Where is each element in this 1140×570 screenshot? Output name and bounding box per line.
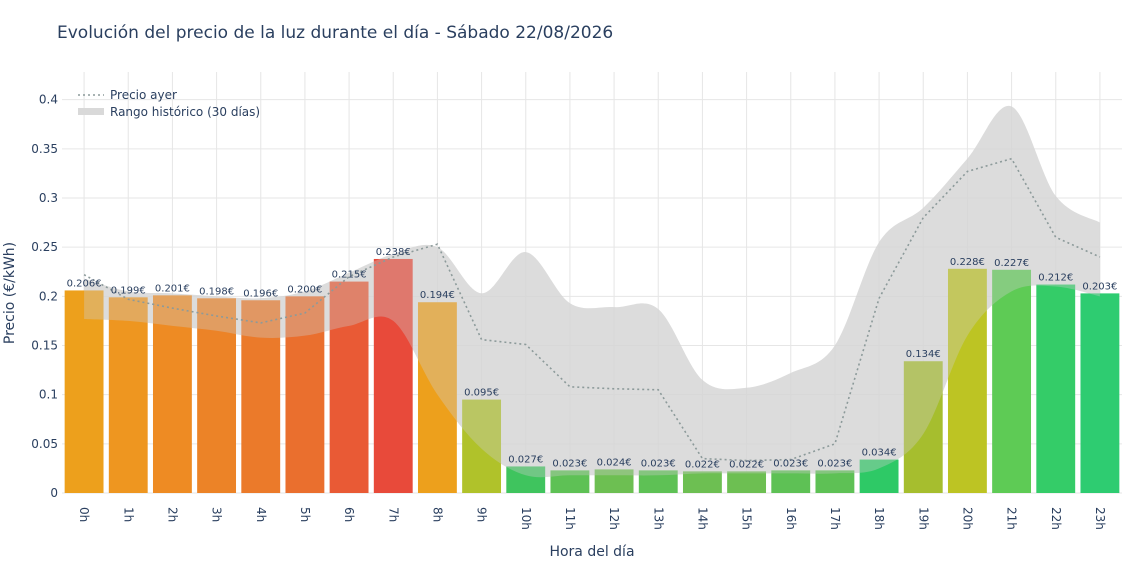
legend-line-label: Precio ayer <box>110 88 177 102</box>
x-tick-label: 19h <box>916 507 930 530</box>
price-bar[interactable] <box>682 471 722 493</box>
x-tick-label: 1h <box>121 507 135 522</box>
y-tick-label: 0.05 <box>31 437 58 451</box>
bar-value-label: 0.023€ <box>817 458 852 469</box>
x-tick-label: 20h <box>960 507 974 530</box>
bar-value-label: 0.134€ <box>906 349 941 360</box>
x-axis-ticks: 0h 1h 2h 3h 4h 5h 6h 7h 8h 9h 10h 11h 12h 13h 14h 15h 16… <box>77 507 1107 530</box>
bar-value-label: 0.200€ <box>287 284 322 295</box>
price-bar[interactable] <box>417 302 457 493</box>
price-bar[interactable] <box>64 290 104 493</box>
x-tick-label: 5h <box>298 507 312 522</box>
legend-band-label: Rango histórico (30 días) <box>110 105 260 119</box>
x-tick-label: 21h <box>1005 507 1019 530</box>
price-bar[interactable] <box>1080 293 1120 493</box>
y-tick-label: 0.15 <box>31 339 58 353</box>
bar-value-label: 0.228€ <box>950 257 985 268</box>
price-bar[interactable] <box>859 459 899 493</box>
bar-value-label: 0.212€ <box>1038 273 1073 284</box>
x-tick-label: 4h <box>254 507 268 522</box>
x-tick-label: 6h <box>342 507 356 522</box>
x-axis-title: Hora del día <box>549 544 634 560</box>
y-axis-ticks: 0 0.05 0.1 0.15 0.2 0.25 0.3 0.35 0.4 <box>31 93 58 500</box>
y-tick-label: 0 <box>50 486 58 500</box>
price-bar[interactable] <box>462 399 502 493</box>
price-bar[interactable] <box>992 269 1032 493</box>
legend-band-swatch <box>78 108 104 115</box>
bar-value-label: 0.034€ <box>862 448 897 459</box>
price-bar[interactable] <box>550 470 590 493</box>
price-bar[interactable] <box>373 258 413 493</box>
bar-value-label: 0.023€ <box>552 458 587 469</box>
price-bar[interactable] <box>727 471 767 493</box>
x-tick-label: 0h <box>77 507 91 522</box>
x-tick-label: 17h <box>828 507 842 530</box>
x-tick-label: 3h <box>210 507 224 522</box>
x-tick-label: 11h <box>563 507 577 530</box>
bar-value-label: 0.095€ <box>464 388 499 399</box>
bar-value-label: 0.023€ <box>773 458 808 469</box>
x-tick-label: 9h <box>475 507 489 522</box>
x-tick-label: 12h <box>607 507 621 530</box>
bar-value-label: 0.023€ <box>641 458 676 469</box>
bar-value-label: 0.206€ <box>67 278 102 289</box>
y-tick-label: 0.1 <box>39 388 58 402</box>
x-tick-label: 22h <box>1049 507 1063 530</box>
y-tick-label: 0.3 <box>39 191 58 205</box>
x-tick-label: 18h <box>872 507 886 530</box>
price-bar[interactable] <box>903 361 943 493</box>
price-bar[interactable] <box>594 469 634 493</box>
chart-title: Evolución del precio de la luz durante e… <box>57 23 613 43</box>
price-bar[interactable] <box>152 295 192 493</box>
bar-value-label: 0.194€ <box>420 290 455 301</box>
bar-value-label: 0.238€ <box>376 247 411 258</box>
price-bar[interactable] <box>947 268 987 493</box>
y-axis-title: Precio (€/kWh) <box>2 242 18 344</box>
price-bar[interactable] <box>638 470 678 493</box>
x-tick-label: 15h <box>740 507 754 530</box>
price-bar[interactable] <box>241 300 281 493</box>
historical-range-band <box>84 105 1100 478</box>
price-bar[interactable] <box>506 466 546 493</box>
bar-value-label: 0.215€ <box>332 270 367 281</box>
bar-value-label: 0.027€ <box>508 454 543 465</box>
price-bar[interactable] <box>285 296 325 493</box>
historical-range-overlay <box>84 105 1100 478</box>
bar-value-label: 0.227€ <box>994 258 1029 269</box>
price-bar[interactable] <box>197 298 237 493</box>
bar-value-label: 0.199€ <box>111 285 146 296</box>
y-tick-label: 0.35 <box>31 142 58 156</box>
historical-range-layer <box>84 105 1100 478</box>
x-tick-label: 13h <box>651 507 665 530</box>
bars-layer <box>64 258 1120 493</box>
y-tick-label: 0.4 <box>39 93 58 107</box>
bar-value-label: 0.198€ <box>199 286 234 297</box>
x-tick-label: 8h <box>430 507 444 522</box>
legend: Precio ayer Rango histórico (30 días) <box>78 88 260 119</box>
x-tick-label: 10h <box>519 507 533 530</box>
y-tick-label: 0.25 <box>31 240 58 254</box>
x-tick-label: 2h <box>165 507 179 522</box>
price-bar[interactable] <box>815 470 855 493</box>
price-bar[interactable] <box>1036 284 1076 493</box>
yesterday-line-layer <box>83 105 1101 478</box>
x-tick-label: 7h <box>386 507 400 522</box>
price-bar[interactable] <box>329 281 369 493</box>
bar-value-label: 0.022€ <box>729 459 764 470</box>
x-tick-label: 16h <box>784 507 798 530</box>
y-tick-label: 0.2 <box>39 289 58 303</box>
price-bar[interactable] <box>108 297 148 493</box>
bar-value-label: 0.203€ <box>1082 281 1117 292</box>
x-tick-label: 23h <box>1093 507 1107 530</box>
price-bar[interactable] <box>771 470 811 493</box>
bar-labels-layer: 0.206€ 0.199€ 0.201€ 0.198€ 0.196€ 0.200€ 0.21… <box>67 247 1118 470</box>
bar-value-label: 0.024€ <box>597 457 632 468</box>
bar-value-label: 0.201€ <box>155 283 190 294</box>
x-tick-label: 14h <box>695 507 709 530</box>
bar-value-label: 0.196€ <box>243 288 278 299</box>
bar-value-label: 0.022€ <box>685 459 720 470</box>
